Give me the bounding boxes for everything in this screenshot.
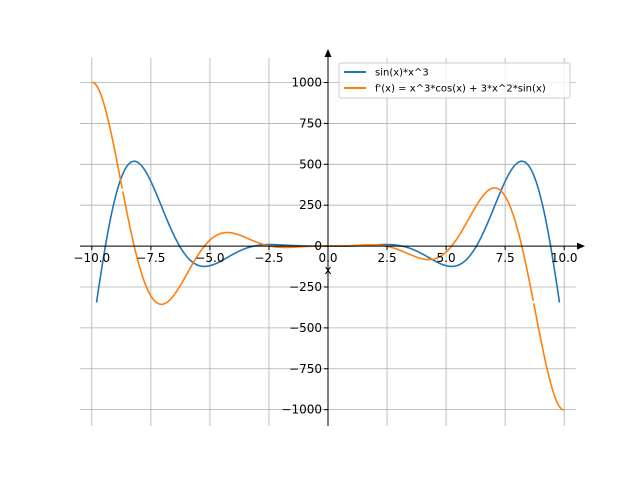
x-axis-title: x: [324, 263, 331, 277]
x-tick-label-2: −5.0: [195, 251, 224, 265]
x-tick-label-3: −2.5: [254, 251, 283, 265]
series-2-line-segment-0: [91, 81, 124, 189]
x-tick-label-4: 0.0: [318, 251, 337, 265]
ticks: −10.0 −7.5 −5.0 −2.5 0.0 2.5 5.0 7.5 10.0 −1000 −7…: [73, 76, 577, 417]
y-tick-label-7: 750: [299, 116, 322, 130]
y-tick-label-0: −1000: [281, 403, 322, 417]
legend-label-series-2: f'(x) = x^3*cos(x) + 3*x^2*sin(x): [375, 84, 546, 95]
legend: sin(x)*x^3 f'(x) = x^3*cos(x) + 3*x^2*si…: [338, 62, 571, 99]
x-tick-label-7: 7.5: [496, 251, 515, 265]
legend-box: [338, 62, 571, 99]
y-tick-label-8: 1000: [291, 76, 322, 90]
y-tick-label-3: −250: [289, 280, 322, 294]
x-tick-label-5: 2.5: [378, 251, 397, 265]
y-tick-label-4: 0: [314, 239, 322, 253]
x-tick-label-1: −7.5: [136, 251, 165, 265]
x-tick-label-0: −10.0: [73, 251, 110, 265]
y-tick-label-1: −750: [289, 362, 322, 376]
x-tick-label-8: 10.0: [551, 251, 578, 265]
y-tick-label-6: 500: [299, 157, 322, 171]
y-tick-label-5: 250: [299, 198, 322, 212]
y-axis-arrow: [324, 49, 332, 57]
series-2-line-segment-2: [532, 303, 565, 411]
legend-label-series-1: sin(x)*x^3: [375, 68, 429, 79]
y-tick-label-2: −500: [289, 321, 322, 335]
x-tick-label-6: 5.0: [437, 251, 456, 265]
axes: [80, 49, 585, 426]
x-axis-arrow: [577, 242, 585, 250]
